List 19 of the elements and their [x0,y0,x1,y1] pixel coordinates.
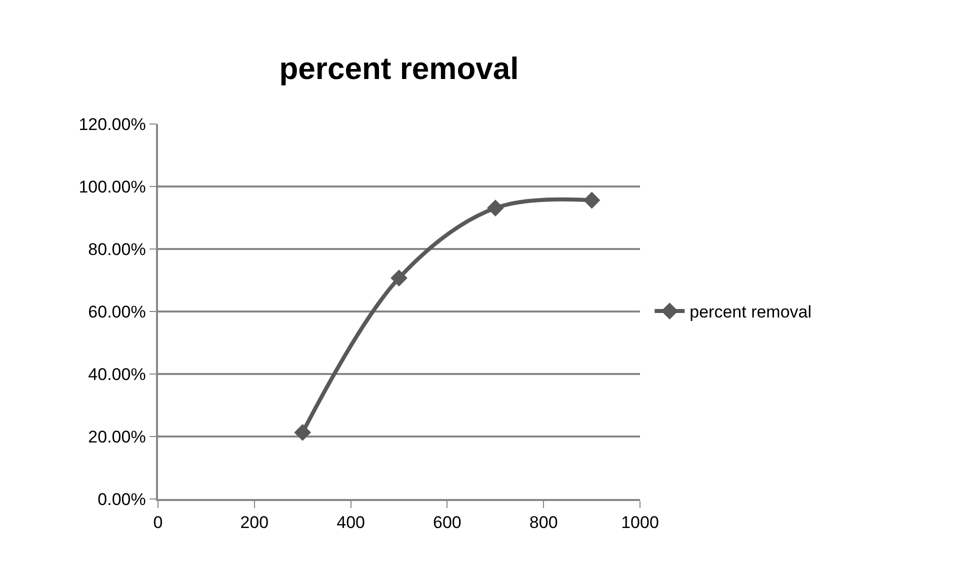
y-tick-label: 40.00% [88,364,146,384]
y-tick-label: 80.00% [88,240,146,259]
x-tick-label: 200 [240,513,269,532]
point [390,270,408,287]
chart-title: percent removal [279,50,519,86]
y-tick-label: 0.00% [98,490,146,509]
x-tick-label: 600 [433,513,462,532]
x-tick-label: 400 [336,513,365,532]
x-tick-label: 1000 [621,513,659,532]
y-tick-label: 20.00% [88,427,146,446]
x-tick-label: 800 [529,513,558,532]
x-tick-label: 0 [153,513,163,532]
point [486,200,504,217]
y-tick-label: 120.00% [78,114,146,134]
legend-label: percent removal [690,302,812,322]
y-tick-label: 100.00% [78,177,146,196]
point [583,192,600,209]
point [294,424,312,441]
y-tick-label: 60.00% [88,302,146,322]
